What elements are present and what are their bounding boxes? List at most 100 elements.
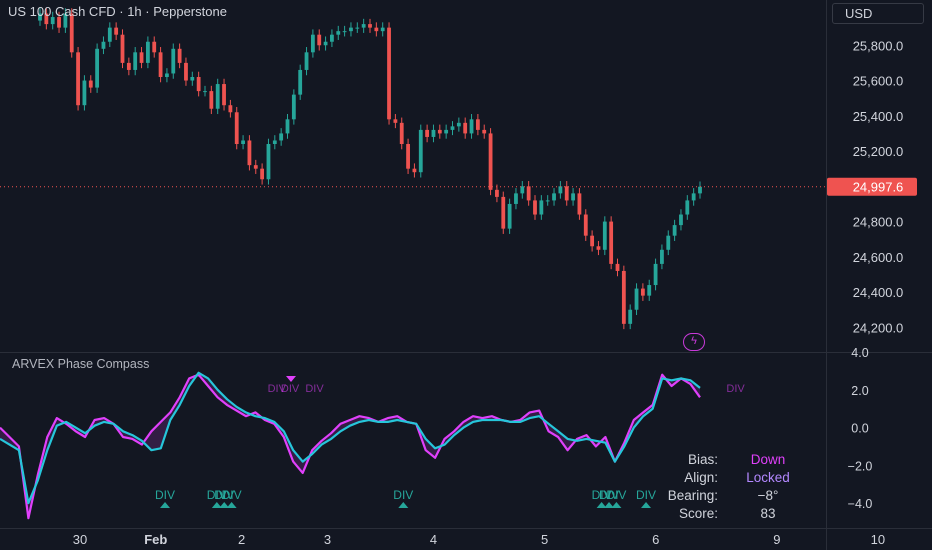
indicator-tick-label: 4.0 xyxy=(851,346,868,360)
candle-body xyxy=(38,13,42,21)
candle-body xyxy=(253,165,258,169)
symbol-title[interactable]: US 100 Cash CFD · 1h · Pepperstone xyxy=(8,4,227,19)
candle-body xyxy=(590,235,595,247)
candle-body xyxy=(145,41,150,63)
div-marker-triangle xyxy=(611,502,622,508)
candle-body xyxy=(317,34,322,46)
candle-body xyxy=(63,13,68,28)
price-tick-label: 25,600.0 xyxy=(853,74,904,89)
bear-marker-triangle xyxy=(286,376,296,382)
candle-body xyxy=(596,246,601,250)
div-marker-triangle xyxy=(226,502,237,508)
price-tick-label: 25,200.0 xyxy=(853,144,904,159)
candle-body xyxy=(247,140,252,166)
info-value-bias: Down xyxy=(750,451,786,467)
info-label: Score: xyxy=(678,505,718,521)
candle-body xyxy=(691,193,696,201)
candle-body xyxy=(520,186,525,194)
div-marker-label: DIV xyxy=(207,488,227,502)
candle-body xyxy=(285,119,290,134)
candle-body xyxy=(57,17,61,28)
bolt-icon[interactable]: ϟ xyxy=(683,333,705,351)
candle-body xyxy=(234,112,239,144)
time-tick-label: 4 xyxy=(430,532,437,547)
current-price-label: 24,997.6 xyxy=(853,180,904,195)
indicator-info-table: Bias: Down Align: Locked Bearing: −8° Sc… xyxy=(640,450,820,522)
div-marker-label: DIV xyxy=(222,488,242,502)
candle-body xyxy=(44,13,49,25)
candle-body xyxy=(82,80,87,106)
candle-body xyxy=(291,94,296,120)
candle-body xyxy=(526,186,531,201)
slow-phase-line xyxy=(0,371,701,505)
div-marker-label: DIV xyxy=(155,488,175,502)
candle-body xyxy=(361,24,366,28)
candle-body xyxy=(95,48,100,88)
info-value-score: 83 xyxy=(760,505,776,521)
candle-body xyxy=(184,62,188,81)
candle-body xyxy=(495,189,499,197)
candle-body xyxy=(101,41,106,49)
candle-body xyxy=(463,122,468,134)
info-row-score: Score: 83 xyxy=(640,504,820,522)
current-price-tag xyxy=(827,177,917,196)
candle-body xyxy=(228,105,233,113)
info-row-align: Align: Locked xyxy=(640,468,820,486)
candle-body xyxy=(418,129,423,173)
time-tick-label: 30 xyxy=(73,532,87,547)
candle-body xyxy=(412,168,417,173)
div-marker-triangle xyxy=(596,502,607,508)
price-tick-label: 24,600.0 xyxy=(853,250,904,265)
candle-body xyxy=(602,221,607,250)
candle-body xyxy=(666,235,671,250)
candle-body xyxy=(88,80,93,88)
phase-band-fill xyxy=(0,372,700,519)
candle-body xyxy=(387,27,391,120)
price-tick-label: 25,400.0 xyxy=(853,109,904,124)
candle-body xyxy=(133,52,138,70)
candle-body xyxy=(304,52,309,70)
candle-body xyxy=(552,193,556,201)
candle-body xyxy=(126,62,131,70)
candle-body xyxy=(571,193,575,201)
candle-body xyxy=(539,200,544,215)
candle-body xyxy=(577,193,582,215)
div-marker-triangle xyxy=(641,502,652,508)
info-label: Bearing: xyxy=(667,487,718,503)
div-marker-triangle xyxy=(604,502,615,508)
candle-body xyxy=(406,144,410,169)
candle-body xyxy=(374,27,379,32)
candle-body xyxy=(583,214,588,236)
candle-body xyxy=(450,126,455,130)
candle-body xyxy=(507,203,512,229)
time-tick-label: Feb xyxy=(144,532,167,547)
currency-button[interactable]: USD xyxy=(832,3,924,24)
candle-body xyxy=(241,140,245,144)
candle-body xyxy=(437,129,442,134)
candle-body xyxy=(621,270,626,324)
bear-div-label: DIV xyxy=(268,383,287,395)
candle-body xyxy=(685,200,690,215)
price-tick-label: 24,200.0 xyxy=(853,320,904,335)
info-value-align: Locked xyxy=(746,469,790,485)
candle-body xyxy=(209,91,214,109)
price-tick-label: 24,800.0 xyxy=(853,215,904,230)
time-tick-label: 2 xyxy=(238,532,245,547)
candle-body xyxy=(342,31,347,33)
candle-body xyxy=(158,52,163,77)
indicator-tick-label: 0.0 xyxy=(851,422,868,436)
candle-body xyxy=(514,193,518,204)
candle-body xyxy=(444,129,449,134)
div-marker-triangle xyxy=(219,502,230,508)
candle-body xyxy=(380,27,385,32)
candle-body xyxy=(171,48,176,74)
candle-body xyxy=(533,200,537,215)
candle-body xyxy=(190,77,195,81)
div-marker-label: DIV xyxy=(606,488,626,502)
div-marker-label: DIV xyxy=(592,488,612,502)
indicator-title[interactable]: ARVEX Phase Compass xyxy=(12,357,150,371)
